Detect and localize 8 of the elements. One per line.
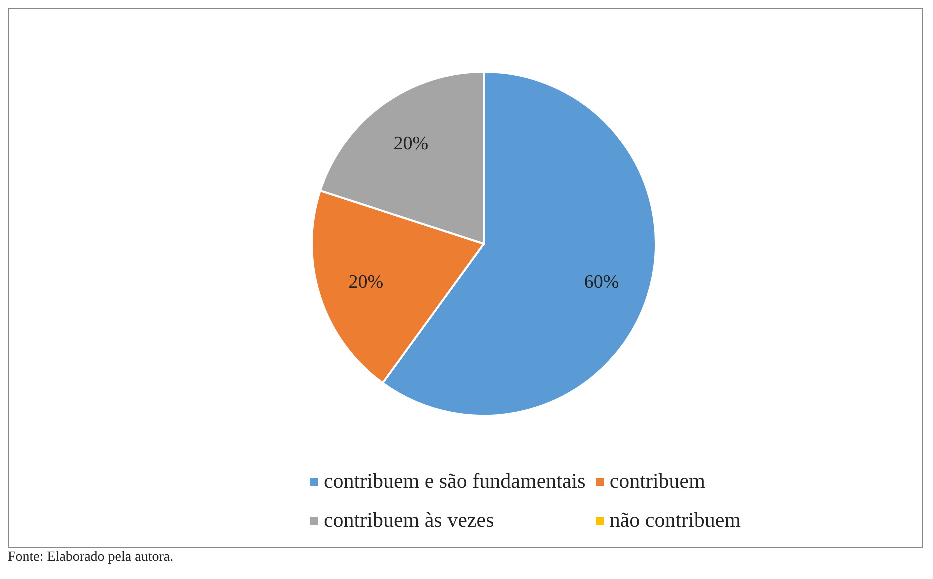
legend-label: não contribuem — [610, 508, 742, 533]
legend-label: contribuem às vezes — [324, 508, 494, 533]
legend-label: contribuem — [610, 469, 706, 494]
data-label: 20% — [348, 272, 384, 293]
source-note: Fonte: Elaborado pela autora. — [8, 550, 175, 566]
legend-label: contribuem e são fundamentais — [324, 469, 586, 494]
data-label: 60% — [584, 272, 620, 293]
data-label: 20% — [394, 133, 429, 154]
